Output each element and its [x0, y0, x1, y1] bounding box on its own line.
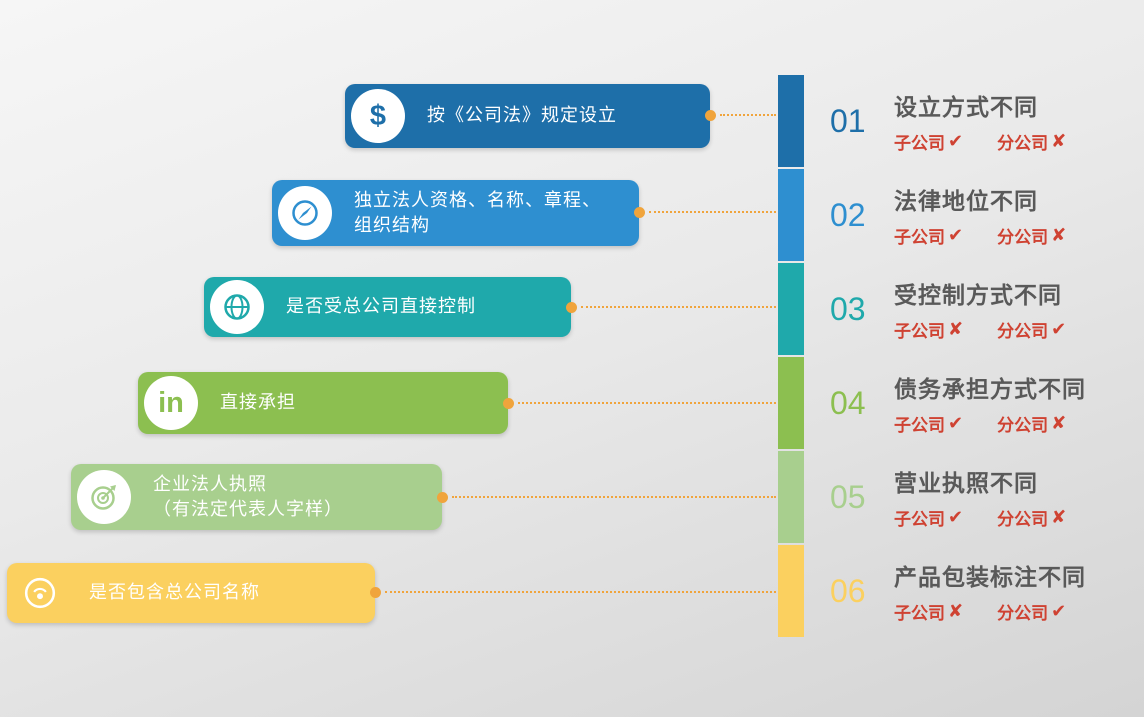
branch-mark: ✘	[1051, 507, 1067, 527]
bar-label: 直接承担	[220, 392, 296, 413]
connector-line	[581, 306, 776, 308]
flow-bar: 是否包含总公司名称	[7, 563, 375, 623]
branch-mark: ✘	[1051, 413, 1067, 433]
step-number: 04	[830, 384, 866, 421]
comparison-marks: 子公司 ✔ 分公司 ✘	[894, 129, 1066, 154]
connector-line	[452, 496, 776, 498]
flow-bar: in 直接承担	[138, 372, 508, 434]
branch-label: 分公司	[997, 416, 1049, 435]
comparison-row: 06 产品包装标注不同 子公司 ✘ 分公司 ✔	[830, 545, 1086, 637]
comparison-row: 04 债务承担方式不同 子公司 ✔ 分公司 ✘	[830, 357, 1086, 449]
subsidiary-mark: ✔	[948, 507, 964, 527]
bar-label: 按《公司法》规定设立	[427, 105, 617, 126]
branch-mark: ✔	[1051, 601, 1067, 621]
podcast-icon	[13, 566, 67, 620]
row-title: 受控制方式不同	[894, 282, 1062, 308]
color-strip-segment	[778, 545, 804, 637]
dollar-glyph: $	[369, 99, 387, 132]
row-title: 产品包装标注不同	[894, 564, 1086, 590]
bar-label: 企业法人执照 （有法定代表人字样）	[153, 473, 343, 519]
target-icon	[77, 470, 131, 524]
compass-icon	[278, 186, 332, 240]
globe-icon	[210, 280, 264, 334]
comparison-marks: 子公司 ✘ 分公司 ✔	[894, 317, 1066, 342]
dollar-icon: $	[351, 89, 405, 143]
color-strip-segment	[778, 357, 804, 449]
color-strip-segment	[778, 169, 804, 261]
subsidiary-mark: ✔	[948, 413, 964, 433]
comparison-marks: 子公司 ✔ 分公司 ✘	[894, 505, 1066, 530]
step-number: 01	[830, 102, 866, 139]
comparison-marks: 子公司 ✔ 分公司 ✘	[894, 223, 1066, 248]
subsidiary-label: 子公司	[894, 604, 945, 623]
bar-label: 是否受总公司直接控制	[286, 296, 476, 317]
connector-line	[649, 211, 776, 213]
color-strip-segment	[778, 451, 804, 543]
comparison-row: 03 受控制方式不同 子公司 ✘ 分公司 ✔	[830, 263, 1066, 355]
linkedin-glyph: in	[158, 386, 184, 419]
branch-label: 分公司	[997, 510, 1049, 529]
branch-label: 分公司	[997, 322, 1049, 341]
connector-dot	[634, 207, 645, 218]
bar-label: 独立法人资格、名称、章程、 组织结构	[354, 189, 601, 235]
subsidiary-mark: ✔	[948, 131, 964, 151]
connector-dot	[705, 110, 716, 121]
connector-line	[518, 402, 776, 404]
branch-mark: ✘	[1051, 225, 1067, 245]
comparison-marks: 子公司 ✘ 分公司 ✔	[894, 599, 1086, 624]
connector-dot	[370, 587, 381, 598]
subsidiary-label: 子公司	[894, 510, 945, 529]
flow-bar: 独立法人资格、名称、章程、 组织结构	[272, 180, 639, 246]
step-number: 05	[830, 478, 866, 515]
branch-mark: ✘	[1051, 131, 1067, 151]
subsidiary-mark: ✔	[948, 225, 964, 245]
comparison-row: 02 法律地位不同 子公司 ✔ 分公司 ✘	[830, 169, 1066, 261]
row-title: 营业执照不同	[894, 470, 1038, 496]
connector-line	[385, 591, 776, 593]
color-strip-segment	[778, 75, 804, 167]
flow-bar: $ 按《公司法》规定设立	[345, 84, 710, 148]
subsidiary-label: 子公司	[894, 228, 945, 247]
comparison-marks: 子公司 ✔ 分公司 ✘	[894, 411, 1086, 436]
branch-label: 分公司	[997, 228, 1049, 247]
connector-dot	[566, 302, 577, 313]
color-strip-segment	[778, 263, 804, 355]
linkedin-icon: in	[144, 376, 198, 430]
step-number: 06	[830, 572, 866, 609]
subsidiary-mark: ✘	[948, 319, 964, 339]
subsidiary-mark: ✘	[948, 601, 964, 621]
subsidiary-label: 子公司	[894, 134, 945, 153]
connector-line	[720, 114, 776, 116]
bar-label: 是否包含总公司名称	[89, 582, 260, 603]
step-number: 02	[830, 196, 866, 233]
subsidiary-label: 子公司	[894, 322, 945, 341]
branch-label: 分公司	[997, 604, 1049, 623]
flow-bar: 企业法人执照 （有法定代表人字样）	[71, 464, 442, 530]
subsidiary-label: 子公司	[894, 416, 945, 435]
branch-label: 分公司	[997, 134, 1049, 153]
step-number: 03	[830, 290, 866, 327]
connector-dot	[437, 492, 448, 503]
row-title: 法律地位不同	[894, 188, 1038, 214]
connector-dot	[503, 398, 514, 409]
row-title: 设立方式不同	[894, 94, 1038, 120]
flow-bar: 是否受总公司直接控制	[204, 277, 571, 337]
comparison-row: 05 营业执照不同 子公司 ✔ 分公司 ✘	[830, 451, 1066, 543]
branch-mark: ✔	[1051, 319, 1067, 339]
comparison-row: 01 设立方式不同 子公司 ✔ 分公司 ✘	[830, 75, 1066, 167]
row-title: 债务承担方式不同	[894, 376, 1086, 402]
